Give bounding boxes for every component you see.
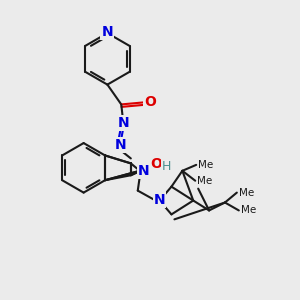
Text: Me: Me [241,206,256,215]
Text: N: N [154,193,165,206]
Text: N: N [117,116,129,130]
Text: O: O [144,95,156,110]
Text: Me: Me [239,188,254,198]
Text: N: N [102,25,113,39]
Text: O: O [151,158,163,171]
Text: Me: Me [197,176,212,186]
Text: N: N [115,138,126,152]
Text: Me: Me [198,160,214,170]
Text: H: H [162,160,171,173]
Text: N: N [138,164,149,178]
